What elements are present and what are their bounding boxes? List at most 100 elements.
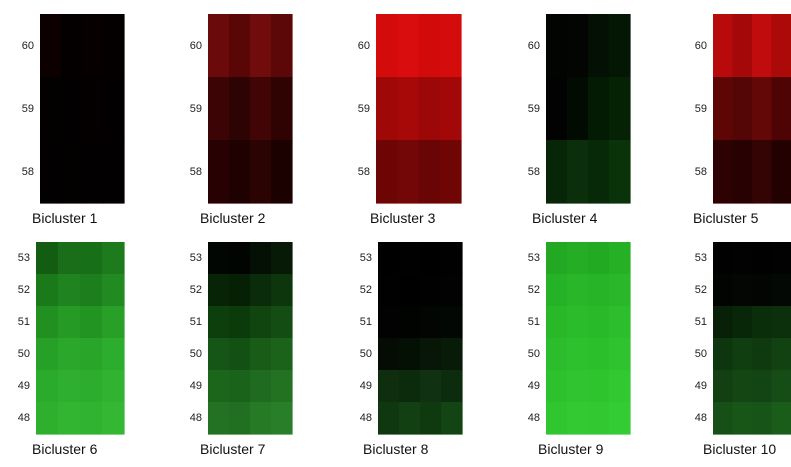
heatmap-cell	[609, 306, 631, 339]
heatmap-cell	[397, 140, 420, 204]
heatmap-cell	[752, 370, 773, 403]
heatmap-cell	[399, 370, 421, 403]
heatmap-cell	[250, 402, 272, 435]
heatmap-cell	[546, 14, 568, 78]
heatmap-cell	[771, 338, 791, 371]
heatmap-cell	[80, 402, 103, 435]
heatmap-cell	[752, 140, 773, 204]
heatmap-cell	[546, 77, 568, 141]
heatmap-cell	[103, 77, 125, 141]
heatmap-cell	[439, 140, 462, 204]
heatmap-cell	[397, 14, 420, 78]
heatmap-cell	[441, 402, 463, 435]
row-label: 53	[17, 252, 30, 264]
heatmap-cell	[250, 140, 272, 204]
row-label: 49	[359, 380, 372, 392]
heatmap-cell	[732, 370, 753, 403]
row-label: 52	[17, 284, 30, 296]
row-label: 49	[694, 380, 707, 392]
heatmap-cell	[80, 338, 103, 371]
heatmap-cell	[102, 274, 125, 307]
heatmap-cell	[399, 402, 421, 435]
heatmap-cell	[567, 402, 589, 435]
heatmap-cell	[771, 306, 791, 339]
heatmap-cell	[58, 274, 81, 307]
heatmap-cell	[80, 306, 103, 339]
heatmap-cell	[58, 242, 81, 275]
heatmap-cell	[208, 140, 230, 204]
row-label: 58	[21, 165, 34, 178]
heatmap-cell	[441, 242, 463, 275]
bicluster-title: Bicluster 4	[532, 210, 598, 226]
heatmap-cell	[102, 338, 125, 371]
heatmap-cell	[588, 274, 610, 307]
heatmap-cell	[208, 338, 230, 371]
heatmap-cell	[771, 370, 791, 403]
heatmap-cell	[752, 77, 773, 141]
heatmap-cell	[546, 370, 568, 403]
heatmap-cell	[271, 140, 293, 204]
row-label: 59	[527, 102, 540, 115]
heatmap-cell	[588, 306, 610, 339]
heatmap-cell	[36, 306, 59, 339]
heatmap-cell	[732, 338, 753, 371]
heatmap-cell	[752, 242, 773, 275]
row-label: 48	[694, 412, 707, 424]
heatmap-cell	[229, 14, 251, 78]
heatmap-cell	[588, 242, 610, 275]
row-label: 48	[189, 412, 202, 424]
heatmap-cell	[208, 402, 230, 435]
heatmap-cell	[102, 370, 125, 403]
heatmap-cell	[567, 338, 589, 371]
heatmap-cell	[588, 14, 610, 78]
heatmap-cell	[588, 77, 610, 141]
bicluster-title: Bicluster 7	[200, 441, 266, 457]
heatmap-cell	[713, 338, 734, 371]
bicluster-title: Bicluster 3	[370, 210, 436, 226]
heatmap-cell	[752, 402, 773, 435]
heatmap-cell	[271, 338, 293, 371]
heatmap-cell	[546, 242, 568, 275]
heatmap-cell	[229, 274, 251, 307]
heatmap-cell	[752, 274, 773, 307]
heatmap-cell	[102, 402, 125, 435]
heatmap-cell	[399, 242, 421, 275]
row-label: 51	[17, 316, 30, 328]
row-label: 58	[694, 165, 707, 178]
heatmap-cell	[250, 242, 272, 275]
heatmap-cell	[82, 14, 104, 78]
heatmap-cell	[732, 306, 753, 339]
heatmap-cell	[609, 338, 631, 371]
row-label: 53	[189, 252, 202, 264]
heatmap-cell	[229, 338, 251, 371]
heatmap-cell	[40, 140, 62, 204]
heatmap-cell	[80, 370, 103, 403]
row-label: 52	[527, 284, 540, 296]
heatmap-cell	[229, 402, 251, 435]
heatmap-cell	[250, 370, 272, 403]
row-label: 53	[359, 252, 372, 264]
heatmap-cell	[441, 306, 463, 339]
heatmap-cell	[732, 242, 753, 275]
heatmap-cell	[82, 77, 104, 141]
heatmap-cell	[58, 370, 81, 403]
heatmap-cell	[713, 14, 734, 78]
heatmap-cell	[567, 306, 589, 339]
heatmap-cell	[752, 14, 773, 78]
heatmap-cell	[250, 14, 272, 78]
heatmap-cell	[771, 402, 791, 435]
heatmap-cell	[271, 306, 293, 339]
heatmap-cell	[567, 77, 589, 141]
heatmap-cell	[713, 77, 734, 141]
row-label: 58	[527, 165, 540, 178]
heatmap-cell	[418, 140, 441, 204]
bicluster-title: Bicluster 10	[703, 441, 777, 457]
heatmap-cell	[713, 306, 734, 339]
heatmap-cell	[397, 77, 420, 141]
heatmap-cell	[567, 274, 589, 307]
heatmap-cell	[271, 370, 293, 403]
row-label: 50	[17, 348, 30, 360]
row-label: 58	[357, 165, 370, 178]
heatmap-cell	[609, 402, 631, 435]
heatmap-cell	[771, 242, 791, 275]
